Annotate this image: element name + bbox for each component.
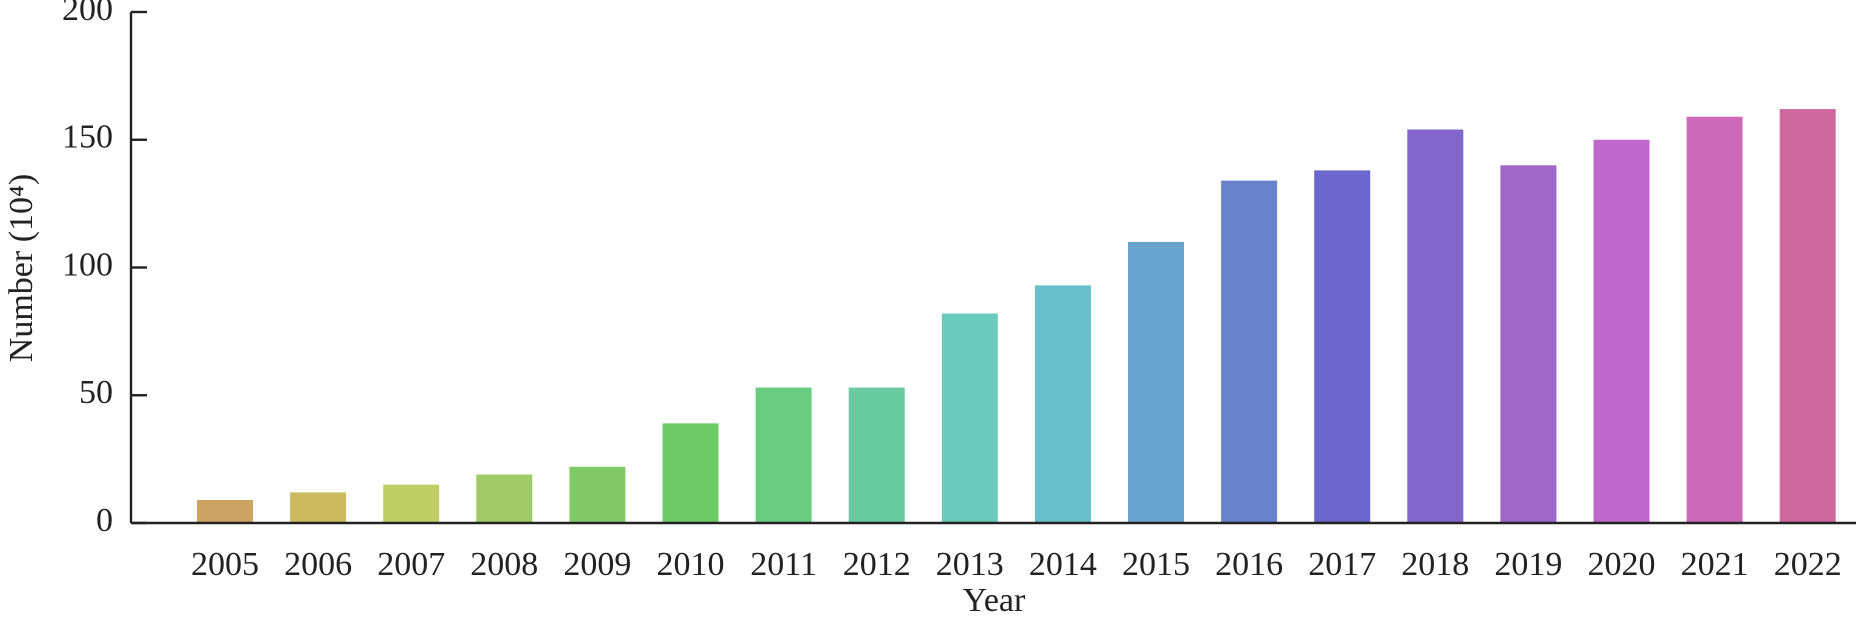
bar [197,500,253,523]
bar [1594,140,1650,523]
x-tick-label: 2015 [1122,546,1190,583]
x-tick-label: 2016 [1215,546,1283,583]
bar [1687,117,1743,523]
x-tick-label: 2013 [936,546,1004,583]
bar [1128,242,1184,523]
x-tick-label: 2014 [1029,546,1097,583]
bar [756,388,812,523]
bar [1314,170,1370,523]
bar [849,388,905,523]
y-tick-label: 150 [62,119,113,156]
bar [476,474,532,523]
x-tick-label: 2022 [1774,546,1842,583]
bar [1780,109,1836,523]
bar [1035,285,1091,523]
x-tick-label: 2021 [1681,546,1749,583]
x-axis-label: Year [963,582,1026,617]
x-tick-label: 2011 [750,546,817,583]
x-tick-label: 2009 [563,546,631,583]
y-tick-label: 200 [62,0,113,28]
y-tick-label: 0 [96,502,113,539]
bar [1500,165,1556,523]
x-tick-label: 2018 [1401,546,1469,583]
x-tick-label: 2005 [191,546,259,583]
bar [663,423,719,523]
x-tick-label: 2019 [1494,546,1562,583]
x-tick-label: 2007 [377,546,445,583]
bar [1221,181,1277,523]
x-tick-label: 2006 [284,546,352,583]
bar [1407,130,1463,523]
x-tick-label: 2020 [1588,546,1656,583]
y-tick-label: 50 [79,374,113,411]
bar [569,467,625,523]
x-tick-label: 2017 [1308,546,1376,583]
x-tick-label: 2010 [657,546,725,583]
x-tick-label: 2012 [843,546,911,583]
bar [290,492,346,523]
bar [942,313,998,523]
y-axis-label: Number (10⁴) [3,174,40,362]
y-tick-label: 100 [62,246,113,283]
bar [383,485,439,523]
x-tick-label: 2008 [470,546,538,583]
